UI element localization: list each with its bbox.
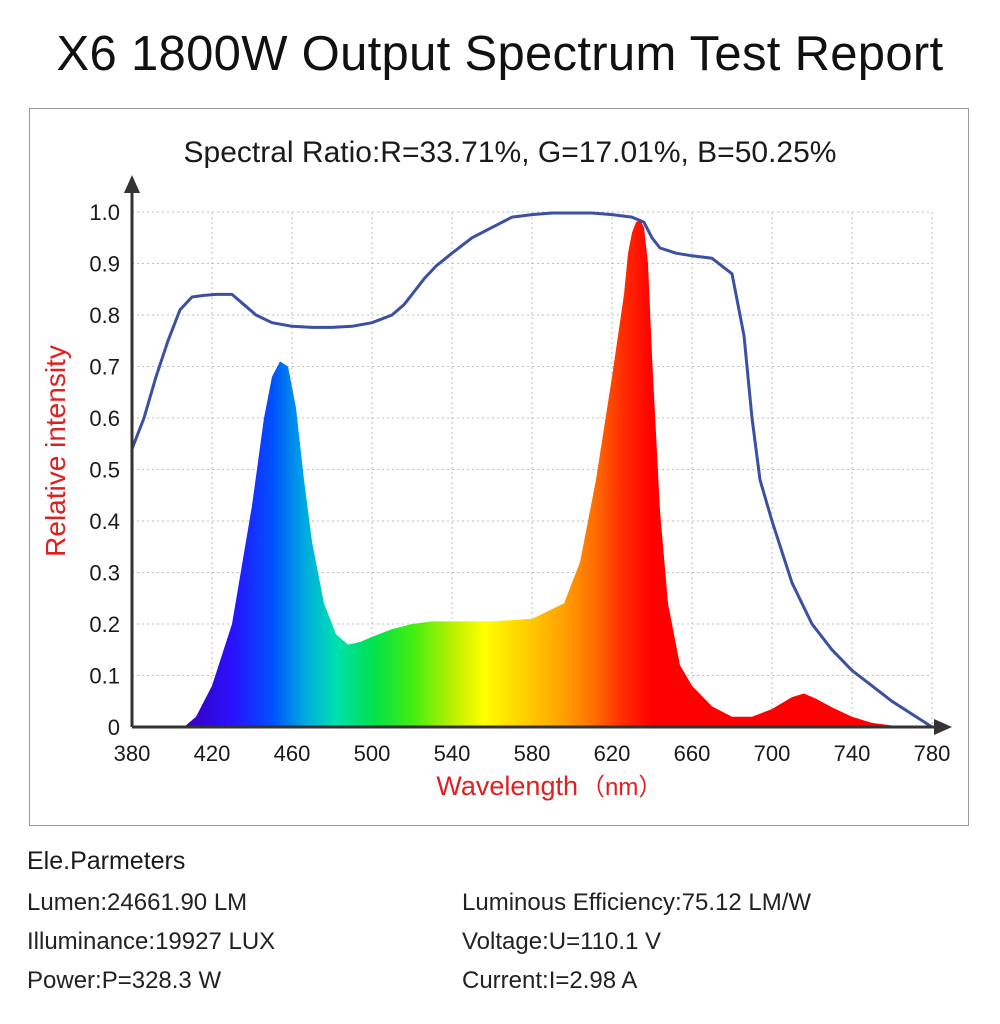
x-tick-label: 700 — [754, 741, 791, 766]
x-tick-label: 660 — [674, 741, 711, 766]
luminous-efficiency-value: Luminous Efficiency:75.12 LM/W — [462, 889, 812, 916]
y-tick-label: 1.0 — [89, 200, 120, 225]
spectrum-area — [184, 219, 932, 727]
y-axis-label: Relative intensity — [40, 345, 71, 557]
y-tick-label: 0.3 — [89, 561, 120, 586]
illuminance-value: Illuminance:19927 LUX — [27, 928, 276, 955]
y-tick-label: 0.1 — [89, 664, 120, 689]
voltage-value: Voltage:U=110.1 V — [462, 928, 662, 955]
x-tick-label: 620 — [594, 741, 631, 766]
current-value: Current:I=2.98 A — [462, 967, 638, 994]
y-tick-label: 0 — [108, 715, 120, 740]
x-tick-label: 580 — [514, 741, 551, 766]
series-line — [130, 211, 933, 729]
y-tick-label: 0.4 — [89, 509, 120, 534]
x-tick-label: 380 — [114, 741, 151, 766]
chart-subtitle: Spectral Ratio:R=33.71%, G=17.01%, B=50.… — [184, 136, 837, 169]
parameters-heading: Ele.Parmeters — [27, 847, 186, 875]
y-tick-label: 0.8 — [89, 303, 120, 328]
x-axis-unit: （nm） — [581, 774, 662, 801]
x-tick-label: 500 — [354, 741, 391, 766]
power-value: Power:P=328.3 W — [27, 967, 222, 994]
y-axis-arrow-icon — [124, 175, 140, 193]
x-tick-label: 740 — [834, 741, 871, 766]
y-tick-label: 0.5 — [89, 458, 120, 483]
y-tick-label: 0.2 — [89, 612, 120, 637]
grid — [132, 211, 933, 727]
x-tick-label: 460 — [274, 741, 311, 766]
x-axis-arrow-icon — [934, 719, 952, 735]
y-tick-label: 0.9 — [89, 252, 120, 277]
spectrum-chart-svg: 0 0.1 0.2 0.3 0.4 0.5 0.6 0.7 0.8 0.9 1.0 380 420 460… — [40, 136, 952, 801]
x-tick-label: 540 — [434, 741, 471, 766]
y-tick-label: 0.6 — [89, 406, 120, 431]
x-tick-label: 420 — [194, 741, 231, 766]
spectrum-chart: 0 0.1 0.2 0.3 0.4 0.5 0.6 0.7 0.8 0.9 1.0 380 420 460… — [29, 108, 969, 826]
x-axis-label: Wavelength — [436, 771, 578, 801]
x-tick-label: 780 — [914, 741, 951, 766]
lumen-value: Lumen:24661.90 LM — [27, 889, 248, 916]
page-title: X6 1800W Output Spectrum Test Report — [56, 27, 944, 81]
y-tick-label: 0.7 — [89, 355, 120, 380]
